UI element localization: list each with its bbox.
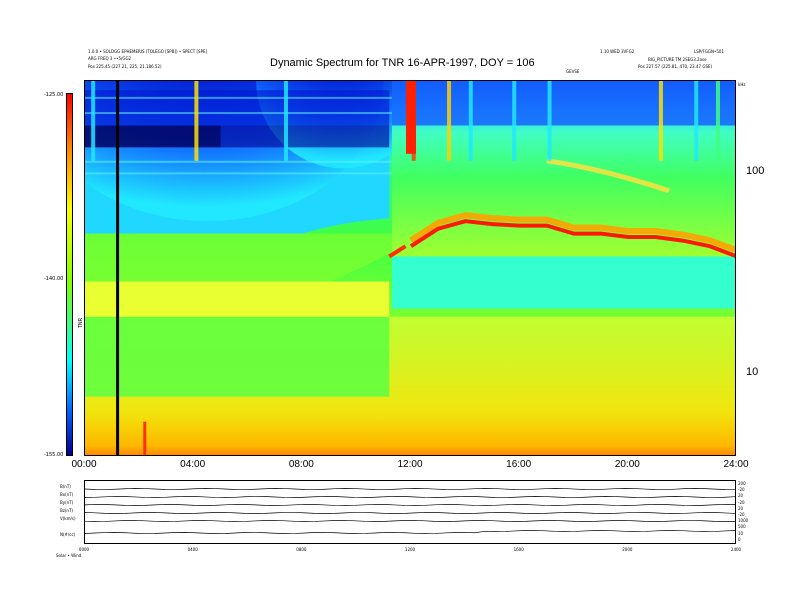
right-label-8: 10 [738, 530, 744, 536]
series-label-5: N(#/cc) [60, 532, 76, 537]
line-panel-svg [84, 488, 736, 534]
trace-5 [84, 530, 736, 534]
dark-band-left [85, 125, 221, 148]
plasma-line-start [388, 244, 407, 259]
x-tick-0: 00:00 [71, 459, 97, 470]
series-label-1: Bx(nT) [60, 492, 74, 497]
blue-top-band [85, 90, 390, 126]
header-center: GEVSE [566, 69, 580, 74]
green-band-left [85, 316, 390, 397]
right-label-1: -20 [738, 487, 745, 493]
burst-4 [447, 81, 452, 161]
series-label-2: By(nT) [60, 500, 74, 505]
burst-0 [91, 81, 96, 161]
step-contour [85, 233, 392, 282]
time-marker-line [116, 81, 120, 455]
trace-3 [84, 512, 736, 514]
x-tick-3: 12:00 [397, 459, 423, 470]
burst-8 [658, 81, 663, 161]
trace-4 [84, 520, 736, 522]
burst-1 [194, 81, 199, 161]
colorbar-top-label: -125.00 [44, 92, 64, 98]
spectrogram-panel [84, 80, 736, 456]
right-label-5: -20 [738, 512, 745, 517]
header-left-line3: Pos 225.45 (227.21, 225, 21.186.52) [88, 64, 162, 69]
plasma-line-halo [409, 212, 735, 253]
right-label-2: 20 [738, 493, 744, 499]
x-tick-1: 04:00 [180, 459, 206, 470]
burst-5 [468, 81, 473, 161]
colorbar-mid-label: -140.00 [44, 276, 64, 282]
lower-x-tick-1: 0400 [187, 547, 198, 552]
x-tick-5: 20:00 [614, 459, 640, 470]
x-tick-6: 24:00 [723, 459, 749, 470]
cyan-patch-right [391, 256, 735, 309]
trace-1 [84, 496, 736, 498]
spectrogram-svg [85, 81, 735, 455]
chart-title: Dynamic Spectrum for TNR 16-APR-1997, DO… [270, 57, 535, 69]
y-tick-10: 10 [746, 366, 759, 378]
burst-9 [694, 81, 699, 161]
blue-top-right [391, 81, 735, 126]
lower-x-tick-3: 1200 [404, 547, 416, 552]
burst-2 [284, 81, 289, 161]
header-left-line1: 1.0.0 • SOLDGG EPHEMERIS (TOLEGO [SPB]) … [88, 49, 208, 54]
right-label-4: 20 [738, 505, 744, 511]
header-right-line3: Pos 227.57 (225.81, 470, 23.47 GSE) [638, 64, 713, 69]
right-label-7: 500 [738, 524, 746, 530]
series-label-0: B(nT) [60, 484, 71, 489]
lower-x-tick-6: 2400 [730, 547, 742, 552]
header-left-line2: ARG FREQ 3 ••5/GG2 [88, 56, 132, 61]
lower-x-tick-4: 1600 [513, 547, 524, 552]
header-right-line1b: LSP/FGGN•501 [694, 49, 725, 54]
trace-0 [84, 488, 736, 490]
burst-6 [512, 81, 517, 161]
x-tick-2: 08:00 [288, 459, 314, 470]
series-label-4: V(km/s) [60, 516, 76, 521]
burst-red-noon [406, 81, 416, 154]
right-label-0: 200 [738, 481, 746, 486]
plasma-line [409, 219, 735, 258]
colorbar-bottom-label: -155.00 [44, 452, 64, 458]
yellow-band-left [85, 281, 390, 317]
right-label-9: 0 [738, 536, 741, 542]
spike-red [143, 421, 147, 455]
lower-x-tick-2: 0800 [296, 547, 307, 552]
lower-x-tick-5: 2000 [622, 547, 633, 552]
line-panel [84, 480, 736, 544]
header-right-line1: 1.10 WED 3VFG2 [600, 49, 635, 54]
burst-7 [547, 81, 552, 161]
upper-streak [546, 158, 670, 194]
burst-10 [715, 81, 720, 161]
y-tick-100: 100 [746, 165, 765, 177]
header-right-line2: BIG_PICTURE TM 2SEG3.2ose [648, 57, 707, 62]
trace-2 [84, 504, 736, 506]
y-unit-label: kHz [738, 82, 746, 87]
right-label-6: 1000 [738, 518, 749, 524]
series-label-3: Bz(nT) [60, 508, 73, 513]
x-tick-4: 16:00 [506, 459, 532, 470]
dark-band-mid [220, 125, 390, 148]
right-label-3: -20 [738, 499, 745, 505]
lower-x-tick-0: 0000 [78, 547, 90, 552]
colorbar [66, 93, 73, 456]
footer-label: Solar • Wind [56, 553, 82, 558]
